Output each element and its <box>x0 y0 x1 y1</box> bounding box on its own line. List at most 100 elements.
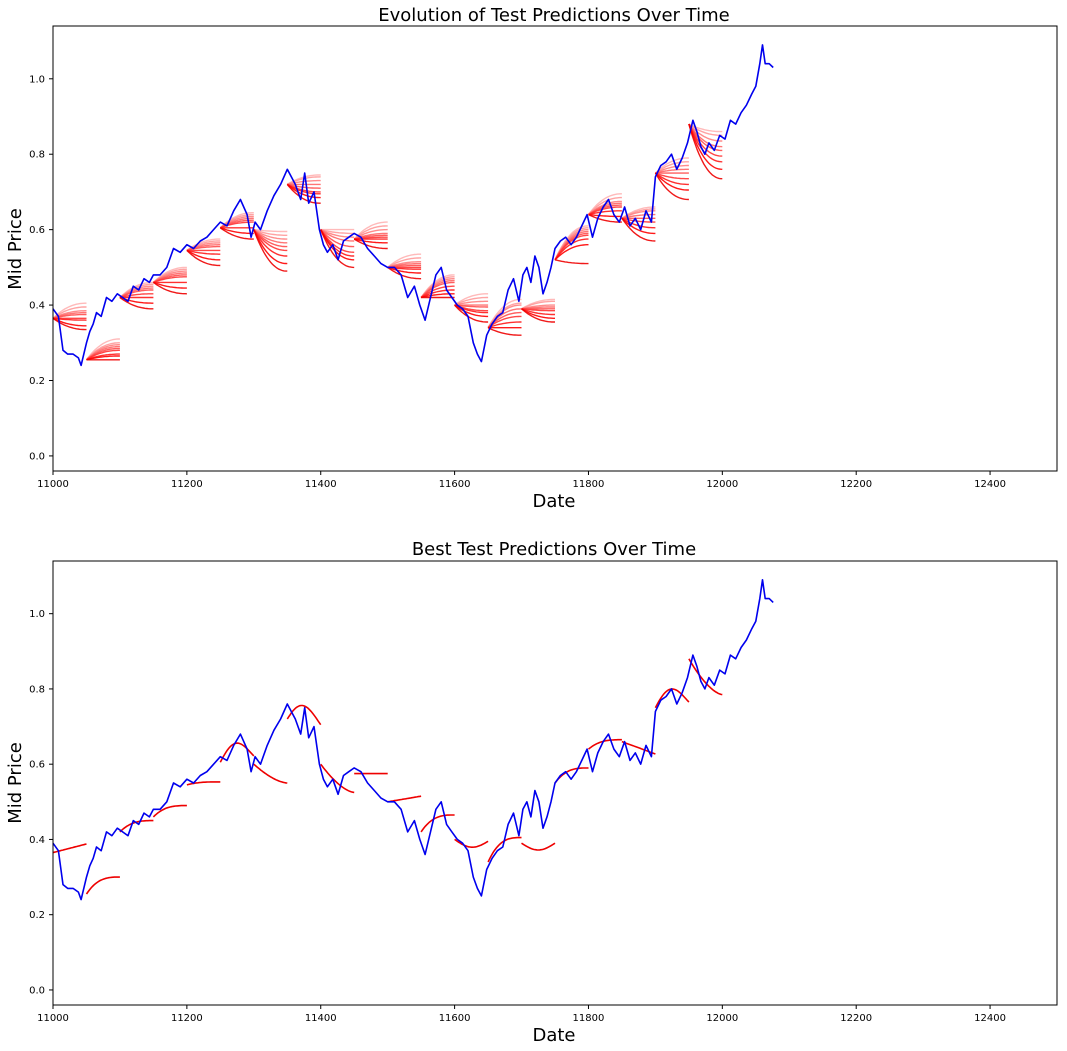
prediction-line <box>287 183 321 189</box>
prediction-line <box>387 266 422 280</box>
x-tick-label: 12400 <box>974 1013 1006 1024</box>
prediction-line <box>588 213 622 223</box>
x-tick-label: 12200 <box>840 479 872 490</box>
mid-price-line <box>52 44 774 367</box>
prediction-line <box>454 304 489 308</box>
x-tick-label: 11400 <box>305 1013 337 1024</box>
prediction-line <box>655 164 689 174</box>
prediction-line <box>487 321 522 329</box>
best-prediction-line <box>286 704 322 726</box>
prediction-line <box>353 238 388 250</box>
prediction-line <box>521 308 555 323</box>
plot-area <box>52 578 774 901</box>
best-prediction-line <box>219 742 255 763</box>
prediction-line <box>487 304 522 329</box>
prediction-line <box>253 229 288 252</box>
best-prediction-line <box>420 814 455 833</box>
prediction-line <box>219 227 254 240</box>
x-tick-label: 12200 <box>840 1013 872 1024</box>
prediction-line <box>253 229 288 265</box>
axes-frame <box>52 560 1058 1006</box>
x-axis-label: Date <box>532 491 575 512</box>
best-prediction-line <box>387 795 422 803</box>
y-tick-label: 0.6 <box>29 760 45 771</box>
best-prediction-line <box>454 838 489 849</box>
prediction-line <box>320 228 355 235</box>
x-tick-label: 11000 <box>37 1013 69 1024</box>
prediction-line <box>688 123 723 137</box>
tick-group: 11000 11200 11400 11600 11800 12000 12200 12400… <box>29 74 1006 490</box>
prediction-line <box>86 355 120 361</box>
x-tick-label: 11800 <box>573 1013 605 1024</box>
prediction-line <box>521 308 555 316</box>
prediction-line <box>320 229 355 248</box>
prediction-line <box>521 300 555 310</box>
prediction-line <box>119 296 154 310</box>
prediction-line <box>186 245 221 252</box>
best-prediction-line <box>186 781 221 786</box>
y-axis-label: Mid Price <box>5 208 26 290</box>
prediction-line <box>688 123 723 152</box>
y-tick-label: 1.0 <box>29 609 45 620</box>
prediction-line <box>320 229 355 253</box>
best-prediction-line <box>688 658 723 696</box>
x-tick-label: 11200 <box>171 1013 203 1024</box>
tick-group: 11000 11200 11400 11600 11800 12000 12200 12400… <box>29 609 1006 1024</box>
prediction-line <box>85 338 120 361</box>
prediction-line <box>688 123 723 157</box>
prediction-line <box>454 293 489 306</box>
best-prediction-line <box>152 804 187 818</box>
x-tick-label: 11600 <box>439 1013 471 1024</box>
prediction-line <box>354 238 388 244</box>
y-tick-label: 0.4 <box>29 835 45 846</box>
chart-best: Best Test Predictions Over Time 11000 112… <box>5 539 1058 1046</box>
x-tick-label: 11400 <box>305 479 337 490</box>
prediction-line <box>153 281 187 289</box>
prediction-line <box>387 266 422 274</box>
y-tick-label: 0.2 <box>29 910 45 921</box>
prediction-line <box>320 229 355 261</box>
y-tick-label: 0.0 <box>29 451 45 462</box>
prediction-line <box>119 293 154 299</box>
y-tick-label: 1.0 <box>29 74 45 85</box>
prediction-line <box>420 281 455 299</box>
prediction-line <box>253 228 288 237</box>
prediction-line <box>186 249 221 255</box>
best-prediction-line <box>253 763 288 784</box>
best-prediction-line <box>588 738 622 750</box>
prediction-line <box>353 221 388 240</box>
prediction-line <box>554 259 589 265</box>
prediction-line <box>688 123 723 180</box>
prediction-line <box>52 306 87 319</box>
best-prediction-line <box>320 763 355 794</box>
prediction-line <box>253 229 288 272</box>
prediction-line <box>420 285 455 299</box>
prediction-line <box>588 210 622 216</box>
x-tick-label: 11000 <box>37 479 69 490</box>
y-tick-label: 0.8 <box>29 684 45 695</box>
y-axis-label: Mid Price <box>5 742 26 824</box>
prediction-line <box>654 172 689 186</box>
prediction-line <box>253 229 288 248</box>
prediction-line <box>688 123 723 170</box>
prediction-line <box>655 172 689 180</box>
x-tick-label: 11600 <box>439 479 471 490</box>
x-axis-label: Date <box>532 1025 575 1046</box>
prediction-line <box>454 296 489 306</box>
prediction-line <box>487 315 522 329</box>
mid-price-line <box>52 578 774 901</box>
x-tick-label: 12000 <box>706 1013 738 1024</box>
prediction-line <box>554 243 589 261</box>
prediction-line <box>387 257 422 268</box>
prediction-line <box>654 172 689 201</box>
prediction-line <box>186 249 221 261</box>
prediction-line <box>688 123 723 148</box>
prediction-line <box>655 168 689 174</box>
x-tick-label: 12400 <box>974 479 1006 490</box>
x-tick-label: 12000 <box>706 479 738 490</box>
y-tick-label: 0.0 <box>29 985 45 996</box>
prediction-line <box>621 217 656 235</box>
x-tick-label: 11800 <box>573 479 605 490</box>
prediction-line <box>454 304 489 323</box>
